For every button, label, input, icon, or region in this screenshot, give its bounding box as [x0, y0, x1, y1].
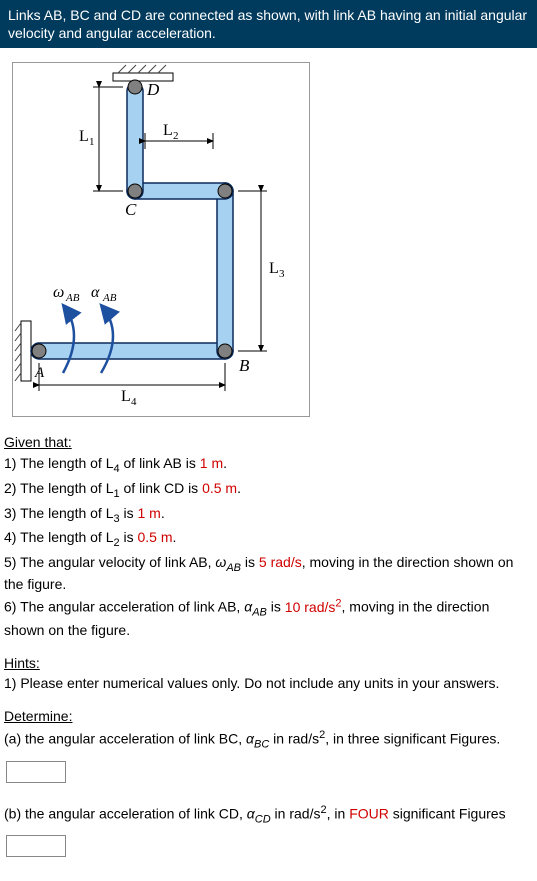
hints-section: Hints: 1) Please enter numerical values …: [4, 654, 533, 694]
svg-text:AB: AB: [65, 292, 80, 304]
hints-heading: Hints:: [4, 655, 40, 671]
svg-text:B: B: [239, 356, 250, 375]
svg-text:3: 3: [279, 268, 285, 280]
given-item-1: 1) The length of L4 of link AB is 1 m.: [4, 454, 533, 477]
determine-heading: Determine:: [4, 708, 72, 724]
given-item-3: 3) The length of L3 is 1 m.: [4, 504, 533, 527]
figure-container: L 4 L 1 L 2 L 3: [12, 62, 535, 417]
answer-input-b[interactable]: [6, 835, 66, 857]
svg-text:D: D: [146, 80, 160, 99]
linkage-diagram: L 4 L 1 L 2 L 3: [13, 63, 309, 413]
determine-b-section: (b) the angular acceleration of link CD,…: [4, 803, 533, 863]
header-text: Links AB, BC and CD are connected as sho…: [8, 7, 527, 41]
svg-text:ω: ω: [53, 284, 64, 301]
svg-text:AB: AB: [102, 292, 117, 304]
figure-box: L 4 L 1 L 2 L 3: [12, 62, 310, 417]
given-item-5: 5) The angular velocity of link AB, ωAB …: [4, 553, 533, 595]
content-area: L 4 L 1 L 2 L 3: [0, 48, 537, 880]
svg-text:L: L: [269, 260, 279, 277]
given-item-2: 2) The length of L1 of link CD is 0.5 m.: [4, 479, 533, 502]
given-heading: Given that:: [4, 434, 72, 450]
determine-b: (b) the angular acceleration of link CD,…: [4, 803, 533, 827]
problem-header: Links AB, BC and CD are connected as sho…: [0, 0, 537, 48]
svg-text:1: 1: [89, 136, 95, 148]
given-item-6: 6) The angular acceleration of link AB, …: [4, 596, 533, 639]
svg-text:α: α: [91, 284, 100, 301]
svg-text:L: L: [121, 388, 131, 405]
svg-text:L: L: [79, 128, 89, 145]
determine-a: (a) the angular acceleration of link BC,…: [4, 728, 533, 752]
svg-text:L: L: [163, 122, 173, 139]
svg-text:2: 2: [173, 130, 179, 142]
given-item-4: 4) The length of L2 is 0.5 m.: [4, 528, 533, 551]
hints-line: 1) Please enter numerical values only. D…: [4, 674, 533, 693]
svg-text:4: 4: [131, 396, 137, 408]
svg-text:A: A: [34, 365, 45, 381]
determine-section: Determine: (a) the angular acceleration …: [4, 707, 533, 788]
answer-input-a[interactable]: [6, 761, 66, 783]
svg-text:C: C: [125, 200, 137, 219]
given-section: Given that: 1) The length of L4 of link …: [4, 433, 533, 639]
